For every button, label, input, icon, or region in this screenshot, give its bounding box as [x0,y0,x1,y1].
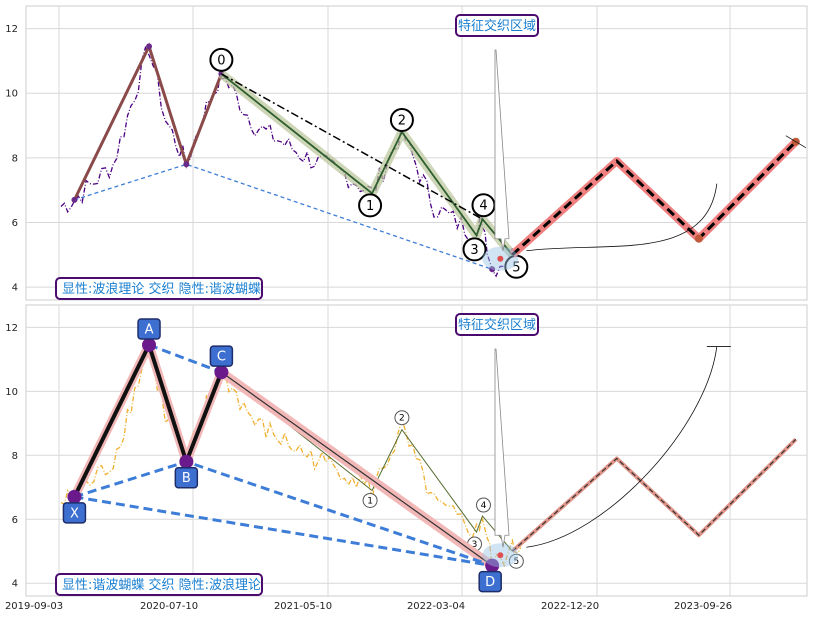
price-series-line [60,45,521,278]
annotation-top-label: 特征交织区域 [458,317,536,333]
harmonic-dashed-xd [74,495,493,568]
wave-point-label: 4 [479,199,487,214]
harmonic-hidden-point [183,161,190,168]
connector-curve [526,346,718,548]
annotation-top-box [455,14,539,37]
harmonic-label-box [209,345,234,367]
harmonic-dashed-ac [148,343,222,374]
legend-box [55,573,263,596]
x-tick-label: 2023-09-26 [674,601,732,612]
legend-label: 显性:波浪理论 交织 隐性:谐波蝴蝶 [62,281,261,297]
harmonic-hidden-line [73,42,223,201]
connector-curve [526,183,718,252]
price-series-line [60,344,522,571]
y-tick-label: 10 [5,89,18,100]
harmonic-line-cd [221,371,493,567]
x-tick-label: 2022-12-20 [541,601,599,612]
legend-label: 显性:谐波蝴蝶 交织 隐性:波浪理论 [62,577,261,593]
wave-point-marker [389,108,414,132]
annotation-top-box [455,313,539,336]
x-tick-label: 2022-03-04 [407,601,465,612]
harmonic-point-marker [67,489,82,504]
interweave-center [497,552,504,559]
y-tick-label: 6 [12,515,18,526]
wave-point-marker [358,193,383,218]
harmonic-label-box [137,318,161,340]
x-tick-label: 2021-05-10 [274,601,332,612]
wave-hidden-marker [508,553,524,569]
harmonic-line [72,339,224,498]
wave-hidden-marker [394,410,410,426]
wave-hidden-label: 4 [481,501,487,511]
wave-point-marker [471,193,496,218]
y-tick-label: 4 [12,579,18,590]
wave-hidden-line [221,371,513,552]
projection-point [694,234,703,243]
harmonic-point-label: B [182,471,191,486]
harmonic-point-label: A [145,322,154,337]
harmonic-point-marker [214,365,229,380]
wave-point-label: 3 [470,243,478,258]
y-tick-label: 8 [12,153,18,164]
wave-point-label: 0 [217,53,225,68]
annotation-arrow [494,49,510,251]
wave-hidden-marker [362,492,378,508]
harmonic-hidden-point [71,196,78,203]
y-tick-label: 12 [5,24,18,35]
wave-hidden-label: 1 [367,496,373,506]
wave-line [220,73,514,256]
harmonic-point-marker [485,558,500,573]
wave-hidden-label: 2 [399,414,405,424]
harmonic-hidden-point [146,43,153,50]
connector-cap [785,135,807,149]
y-tick-label: 8 [12,451,18,462]
wave-point-marker [209,47,234,72]
y-tick-label: 10 [5,387,18,398]
wave-point-label: 5 [512,260,520,275]
x-tick-label: 2019-09-03 [5,601,63,612]
projection-line [511,140,797,256]
harmonic-label-box [174,466,199,489]
interweave-center [497,255,504,262]
wave-point-label: 1 [366,199,374,214]
harmonic-label-box [478,570,502,593]
harmonic-point-label: D [485,575,495,590]
y-tick-label: 4 [12,283,18,294]
projection-line [511,438,797,552]
wave-trend-line [221,73,483,220]
harmonic-point-label: X [70,506,79,521]
y-tick-label: 12 [5,323,18,334]
harmonic-hidden-point [489,266,496,273]
harmonic-point-marker [142,337,157,352]
y-tick-label: 6 [12,218,18,229]
wave-point-marker [462,237,487,262]
harmonic-label-box [62,502,87,524]
annotation-top-label: 特征交织区域 [458,18,536,34]
annotation-arrow [494,348,510,548]
harmonic-point-label: C [217,350,226,365]
harmonic-hidden-dashed [74,163,493,270]
wave-hidden-marker [475,497,491,513]
legend-box [55,277,263,300]
wave-point-label: 2 [398,114,406,129]
x-tick-label: 2020-07-10 [140,601,198,612]
wave-hidden-label: 5 [513,557,519,567]
harmonic-point-marker [179,454,194,469]
wave-hidden-label: 3 [472,540,478,550]
